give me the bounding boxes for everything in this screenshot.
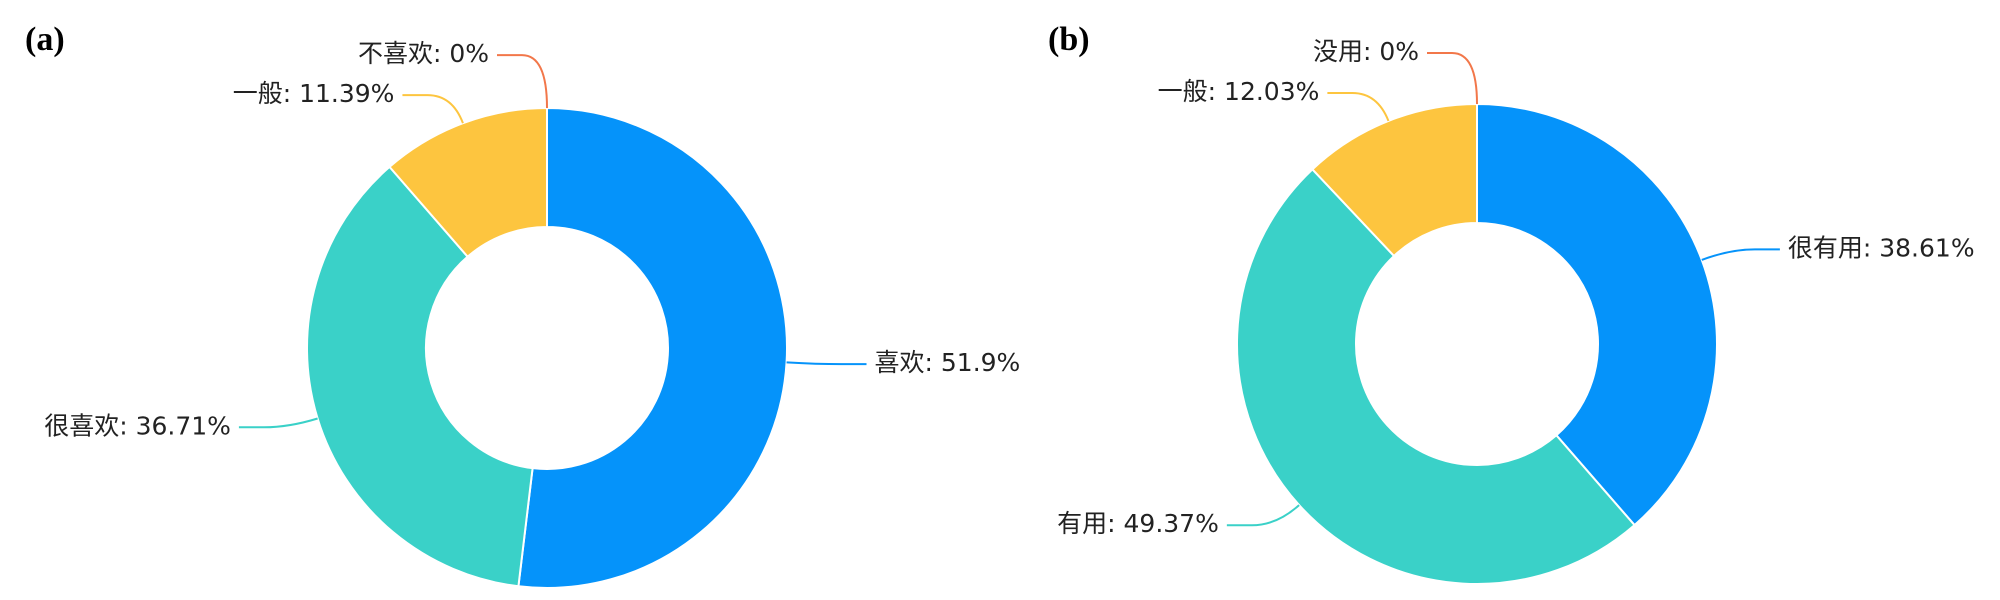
donut-slice <box>1310 102 1478 258</box>
donut-slice <box>1235 167 1636 585</box>
slice-label: 一般: 11.39% <box>233 79 395 108</box>
donut-slice <box>1476 102 1718 527</box>
chart-title: (a) <box>25 21 65 58</box>
chart-title: (b) <box>1048 21 1090 58</box>
leader-line <box>786 361 867 366</box>
leader-line <box>1427 52 1478 105</box>
leader-line <box>1226 504 1300 527</box>
slice-label: 很有用: 38.61% <box>1788 233 1975 262</box>
leader-line <box>402 94 464 124</box>
slice-label: 不喜欢: 0% <box>358 39 489 68</box>
donut-slice <box>517 106 788 589</box>
leader-line <box>238 417 318 429</box>
slice-label: 一般: 12.03% <box>1158 77 1320 106</box>
leader-line <box>1701 248 1780 261</box>
slice-label: 没用: 0% <box>1313 37 1419 66</box>
slice-label: 有用: 49.37% <box>1057 509 1219 538</box>
slice-label: 很喜欢: 36.71% <box>44 411 231 440</box>
slice-label: 喜欢: 51.9% <box>875 348 1021 377</box>
donut-slice <box>306 165 534 588</box>
leader-line <box>497 54 548 109</box>
leader-line <box>1327 92 1390 122</box>
